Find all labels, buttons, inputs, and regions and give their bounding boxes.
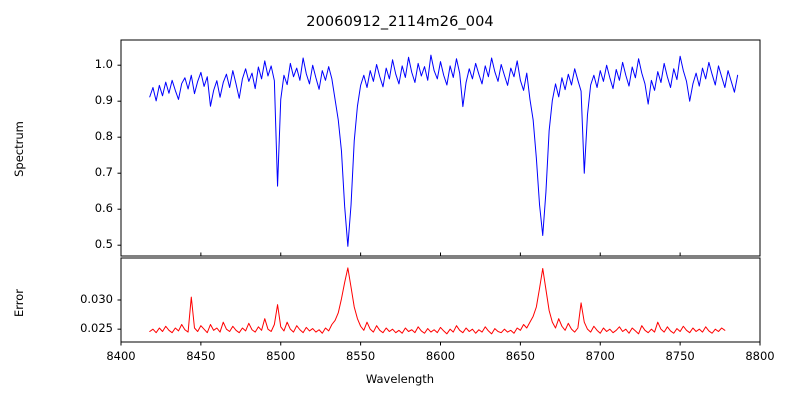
x-tick-label: 8700 — [585, 349, 615, 363]
spectrum-ytick-label: 1.0 — [94, 57, 113, 72]
spectrum-ytick-label: 0.8 — [94, 129, 113, 144]
error-tick-marks — [117, 299, 761, 346]
x-tick-label: 8650 — [505, 349, 536, 363]
x-tick-label: 8600 — [425, 349, 456, 363]
error-data-line — [149, 267, 726, 335]
x-tick-label: 8400 — [106, 349, 136, 363]
spectrum-panel-frame — [120, 39, 761, 257]
spectrum-ytick-label: 0.7 — [94, 165, 113, 180]
spectrum-data-line — [149, 54, 739, 247]
spectrum-ytick-label: 0.6 — [94, 201, 113, 216]
error-ytick-label: 0.025 — [80, 321, 113, 336]
error-panel-frame — [120, 257, 761, 343]
x-tick-label: 8450 — [186, 349, 216, 363]
spectrum-y-axis-label: Spectrum — [12, 121, 26, 177]
spectrum-ytick-label: 0.9 — [94, 93, 113, 108]
spectrum-ytick-label: 0.5 — [94, 237, 113, 252]
spectrum-tick-marks — [117, 64, 761, 256]
x-tick-label: 8800 — [745, 349, 775, 363]
x-tick-label: 8550 — [345, 349, 376, 363]
error-ytick-label: 0.030 — [80, 292, 113, 306]
x-tick-label: 8500 — [266, 349, 296, 363]
x-axis-label: Wavelength — [365, 372, 435, 386]
figure-title: 20060912_2114m26_004 — [306, 14, 494, 30]
error-y-axis-label: Error — [12, 288, 26, 318]
x-tick-label: 8750 — [665, 349, 695, 363]
